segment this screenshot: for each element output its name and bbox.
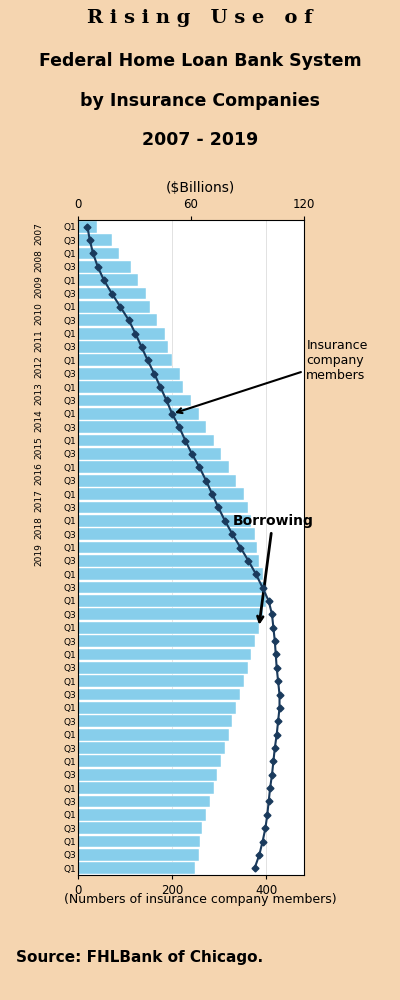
Text: 2017: 2017 — [34, 489, 43, 512]
Bar — [78, 555, 259, 567]
Text: 2007: 2007 — [34, 222, 43, 245]
Bar — [78, 528, 255, 540]
Bar — [78, 301, 150, 313]
Text: (Numbers of insurance company members): (Numbers of insurance company members) — [64, 894, 336, 906]
Text: R i s i n g   U s e   o f: R i s i n g U s e o f — [87, 9, 313, 27]
Text: 2008: 2008 — [34, 249, 43, 272]
Bar — [78, 675, 244, 687]
Bar — [78, 381, 184, 393]
Text: 2014: 2014 — [34, 409, 43, 432]
Bar — [78, 649, 251, 660]
Bar — [78, 622, 259, 634]
Bar — [78, 288, 146, 299]
Text: 2009: 2009 — [34, 275, 43, 298]
Bar — [78, 662, 248, 674]
Bar — [78, 796, 210, 807]
Text: Federal Home Loan Bank System: Federal Home Loan Bank System — [39, 52, 361, 70]
Bar — [78, 421, 206, 433]
Text: Source: FHLBank of Chicago.: Source: FHLBank of Chicago. — [16, 950, 263, 965]
Text: by Insurance Companies: by Insurance Companies — [80, 92, 320, 110]
Bar — [78, 809, 206, 821]
Bar — [78, 595, 266, 607]
Bar — [78, 488, 244, 500]
Bar — [78, 448, 221, 460]
Bar — [78, 475, 236, 487]
Bar — [78, 368, 180, 380]
Bar — [78, 822, 202, 834]
Text: 2016: 2016 — [34, 463, 43, 485]
Text: 2013: 2013 — [34, 382, 43, 405]
Bar — [78, 248, 120, 259]
Bar — [78, 515, 251, 527]
Bar — [78, 274, 138, 286]
Text: 2012: 2012 — [34, 356, 43, 378]
Bar — [78, 862, 195, 874]
Bar — [78, 221, 97, 233]
Text: ($Billions): ($Billions) — [165, 181, 235, 195]
Bar — [78, 328, 165, 340]
Bar — [78, 435, 214, 446]
Bar — [78, 702, 236, 714]
Text: 2019: 2019 — [34, 543, 43, 566]
Bar — [78, 461, 229, 473]
Bar — [78, 689, 240, 700]
Bar — [78, 395, 191, 406]
Bar — [78, 742, 225, 754]
Bar — [78, 755, 221, 767]
Bar — [78, 341, 168, 353]
Bar — [78, 582, 266, 593]
Bar — [78, 314, 157, 326]
Bar — [78, 849, 198, 861]
Text: 2011: 2011 — [34, 329, 43, 352]
Bar — [78, 715, 232, 727]
Bar — [78, 769, 217, 781]
Text: 2007 - 2019: 2007 - 2019 — [142, 131, 258, 149]
Bar — [78, 782, 214, 794]
Bar — [78, 234, 112, 246]
Bar — [78, 408, 198, 420]
Text: Insurance
company
members: Insurance company members — [177, 339, 368, 413]
Text: 2018: 2018 — [34, 516, 43, 539]
Bar — [78, 608, 262, 620]
Bar — [78, 729, 229, 741]
Bar — [78, 261, 131, 273]
Text: Borrowing: Borrowing — [232, 514, 313, 622]
Bar — [78, 354, 172, 366]
Bar — [78, 568, 262, 580]
Bar — [78, 635, 255, 647]
Text: 2010: 2010 — [34, 302, 43, 325]
Bar — [78, 836, 200, 847]
Text: 2015: 2015 — [34, 436, 43, 459]
Bar — [78, 542, 257, 553]
Bar — [78, 502, 248, 513]
